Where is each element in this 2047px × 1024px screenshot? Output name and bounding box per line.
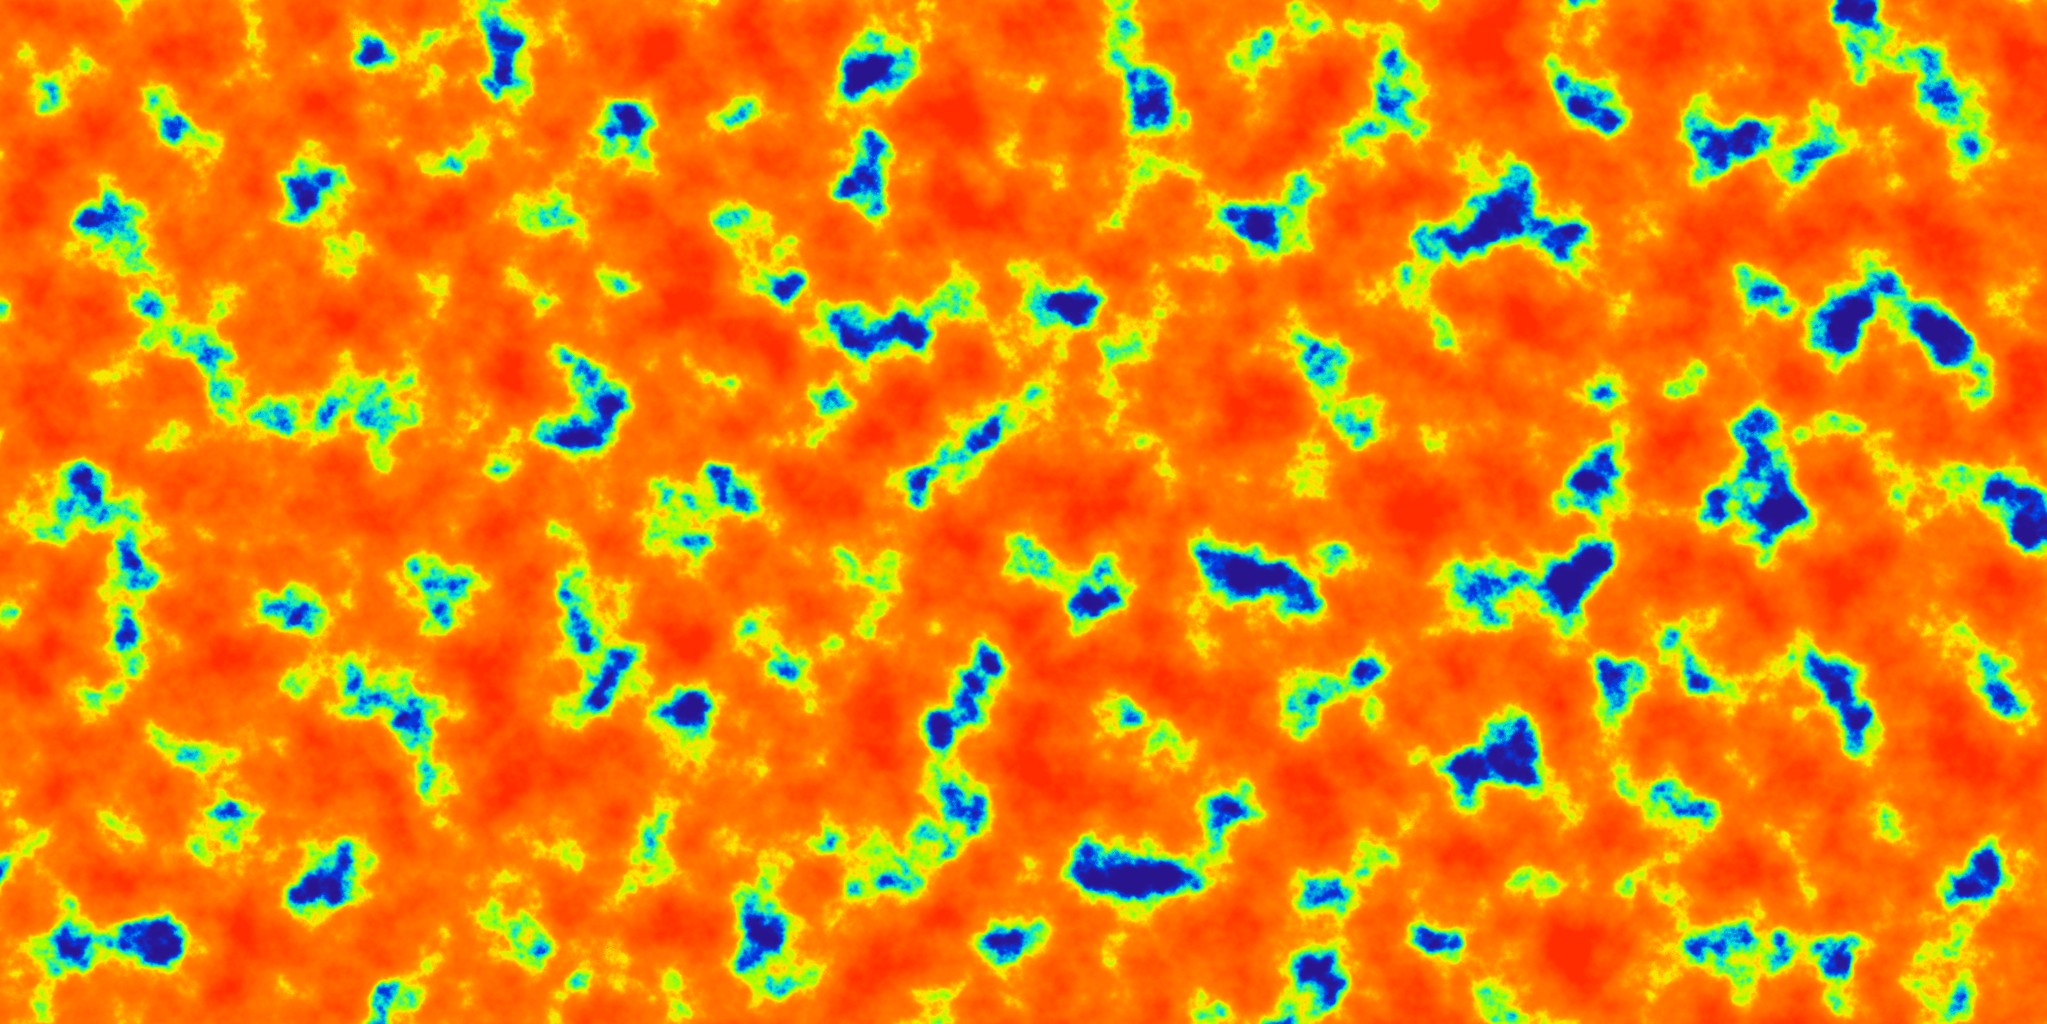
heatmap-texture [0, 0, 2047, 1024]
heatmap-image [0, 0, 2047, 1024]
page: {} html, body { margin: 0; padding: 0; w… [0, 0, 2047, 1024]
page-body [0, 0, 2047, 1024]
